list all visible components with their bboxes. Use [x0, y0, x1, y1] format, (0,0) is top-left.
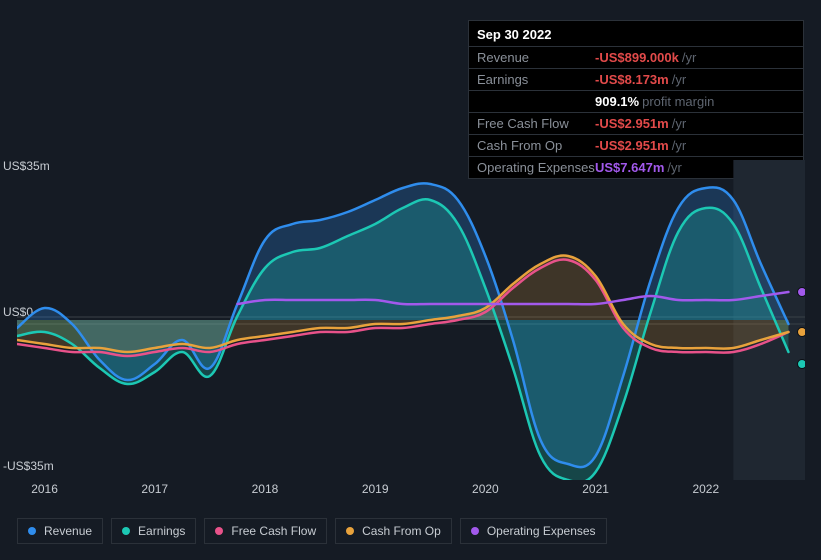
tooltip-row: Free Cash Flow-US$2.951m/yr: [469, 113, 803, 135]
legend-item[interactable]: Earnings: [111, 518, 196, 544]
root: Sep 30 2022 Revenue-US$899.000k/yrEarnin…: [0, 0, 821, 560]
tooltip-row-value: 909.1%: [595, 94, 639, 109]
tooltip-row-label: Earnings: [477, 72, 595, 87]
tooltip-row-unit: /yr: [682, 50, 696, 65]
legend-label: Earnings: [138, 524, 185, 538]
tooltip-row: Earnings-US$8.173m/yr: [469, 69, 803, 91]
x-tick-label: 2018: [252, 482, 279, 496]
tooltip-row-unit: /yr: [672, 72, 686, 87]
tooltip-row-unit: /yr: [672, 138, 686, 153]
tooltip-row-value: -US$2.951m: [595, 116, 669, 131]
tooltip-row-label: Free Cash Flow: [477, 116, 595, 131]
tooltip-row-value: -US$8.173m: [595, 72, 669, 87]
x-axis: 2016 2017 2018 2019 2020 2021 2022: [17, 482, 805, 500]
legend: Revenue Earnings Free Cash Flow Cash From O…: [17, 518, 607, 544]
legend-item[interactable]: Operating Expenses: [460, 518, 607, 544]
legend-item[interactable]: Free Cash Flow: [204, 518, 327, 544]
tooltip-box: Sep 30 2022 Revenue-US$899.000k/yrEarnin…: [468, 20, 804, 179]
x-tick-label: 2017: [141, 482, 168, 496]
legend-item[interactable]: Cash From Op: [335, 518, 452, 544]
legend-dot-icon: [471, 527, 479, 535]
legend-label: Operating Expenses: [487, 524, 596, 538]
legend-label: Cash From Op: [362, 524, 441, 538]
tooltip-row-value: -US$899.000k: [595, 50, 679, 65]
x-tick-label: 2016: [31, 482, 58, 496]
legend-dot-icon: [215, 527, 223, 535]
chart-plot[interactable]: [17, 160, 805, 480]
legend-dot-icon: [122, 527, 130, 535]
legend-dot-icon: [28, 527, 36, 535]
x-tick-label: 2019: [362, 482, 389, 496]
tooltip-row: Revenue-US$899.000k/yr: [469, 47, 803, 69]
legend-label: Free Cash Flow: [231, 524, 316, 538]
legend-label: Revenue: [44, 524, 92, 538]
legend-dot-icon: [346, 527, 354, 535]
tooltip-row: 909.1%profit margin: [469, 91, 803, 113]
tooltip-row-label: Cash From Op: [477, 138, 595, 153]
tooltip-row: Cash From Op-US$2.951m/yr: [469, 135, 803, 157]
tooltip-row-unit: /yr: [672, 116, 686, 131]
legend-item[interactable]: Revenue: [17, 518, 103, 544]
tooltip-row-value: -US$2.951m: [595, 138, 669, 153]
x-tick-label: 2022: [692, 482, 719, 496]
x-tick-label: 2021: [582, 482, 609, 496]
tooltip-date: Sep 30 2022: [469, 21, 803, 47]
tooltip-row-unit: profit margin: [642, 94, 714, 109]
x-tick-label: 2020: [472, 482, 499, 496]
tooltip-row-label: Revenue: [477, 50, 595, 65]
